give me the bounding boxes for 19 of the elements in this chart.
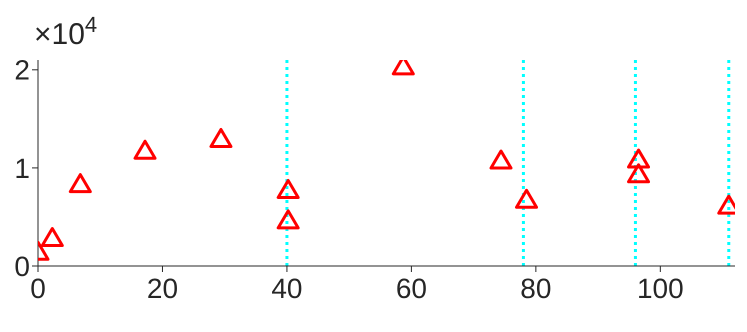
x-tick-label: 60	[396, 272, 427, 304]
x-tick-label: 100	[636, 272, 684, 304]
point	[40, 227, 64, 248]
text: ×10$^{4}$	[34, 12, 98, 51]
point	[209, 128, 232, 148]
x-tick-label: 20	[146, 272, 178, 304]
point	[134, 140, 157, 160]
x-tick-label: 80	[520, 272, 552, 304]
point	[276, 209, 300, 230]
x-tick-label: 40	[271, 272, 303, 304]
point	[627, 163, 650, 184]
y-tick-label: 2	[14, 54, 30, 86]
point	[490, 150, 513, 170]
point	[276, 178, 300, 199]
point	[515, 188, 538, 209]
y-tick-label: 1	[14, 152, 30, 184]
point	[627, 148, 650, 169]
y-tick-label: 0	[14, 250, 30, 282]
point	[68, 173, 92, 194]
